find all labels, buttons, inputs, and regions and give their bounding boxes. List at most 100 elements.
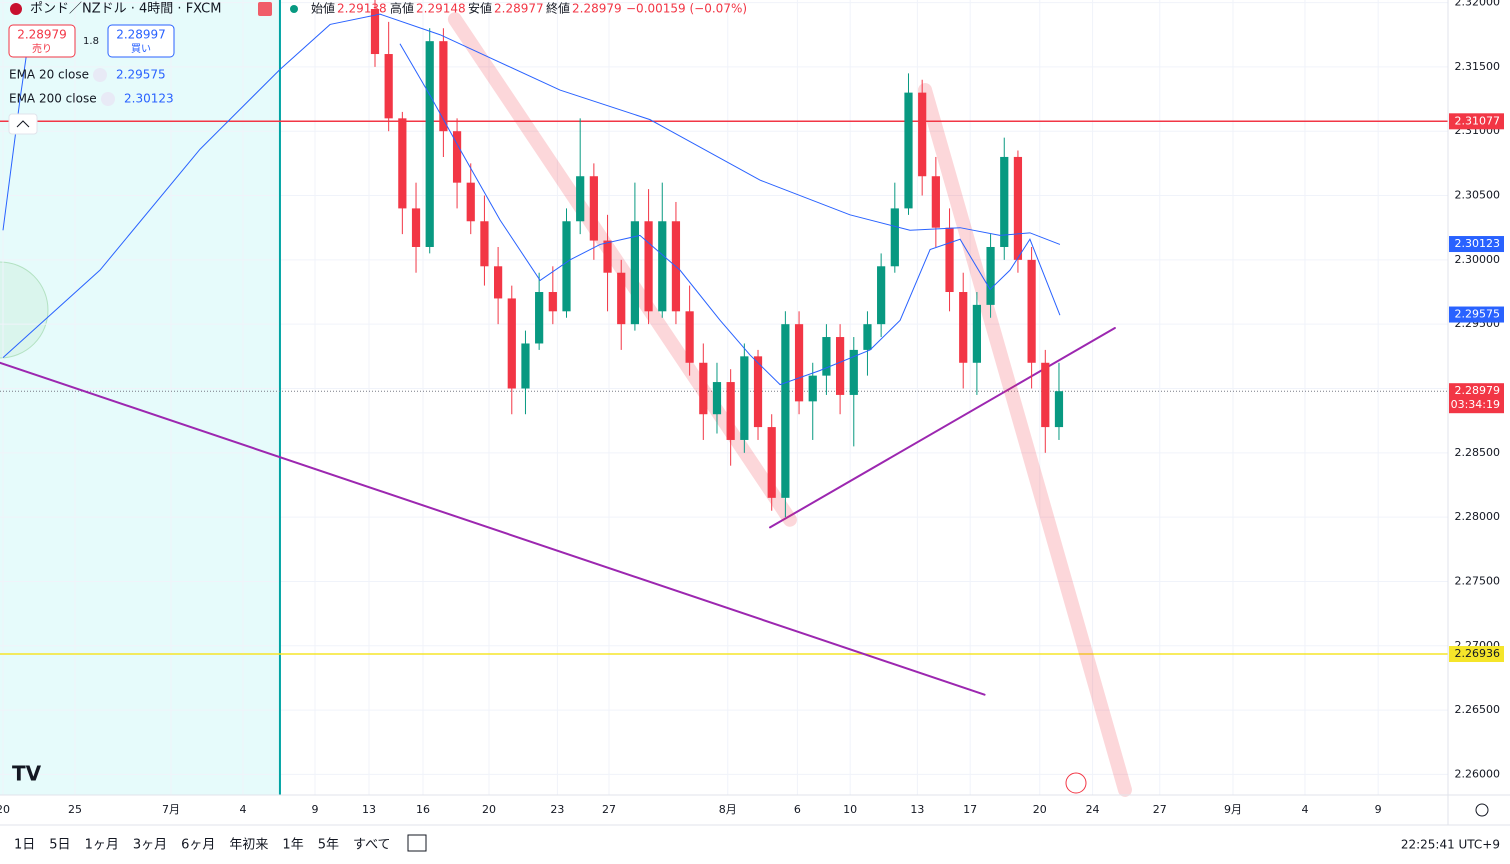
price-label-text: 2.31077 xyxy=(1455,114,1501,127)
price-label xyxy=(1449,383,1504,414)
legend-value: 2.29575 xyxy=(116,68,166,82)
legend-icon[interactable] xyxy=(101,92,115,106)
candle-body xyxy=(548,292,557,312)
y-tick-label: 2.30500 xyxy=(1455,189,1501,202)
ohlc-value: 2.28979 xyxy=(572,2,622,16)
candle-body xyxy=(439,41,448,132)
x-tick-label: 20 xyxy=(0,803,10,816)
x-tick-label: 16 xyxy=(416,803,430,816)
x-tick-label: 20 xyxy=(482,803,496,816)
price-label xyxy=(1449,646,1504,663)
range-button[interactable]: 5年 xyxy=(318,838,339,853)
ohlc-label: 終値 xyxy=(546,1,570,16)
candle-body xyxy=(904,92,913,209)
x-tick-label: 13 xyxy=(362,803,376,816)
x-tick-label: 9 xyxy=(311,803,318,816)
candle-body xyxy=(521,343,530,389)
x-tick-label: 25 xyxy=(68,803,82,816)
price-label xyxy=(1449,113,1504,130)
range-button[interactable]: 5日 xyxy=(49,838,70,853)
ema-line xyxy=(399,43,1061,386)
spread: 1.8 xyxy=(83,36,99,47)
candle-body xyxy=(863,324,872,350)
x-tick-label: 6 xyxy=(794,803,801,816)
clock: 22:25:41 UTC+9 xyxy=(1401,838,1500,852)
range-button[interactable]: 3ヶ月 xyxy=(133,838,167,853)
candle-body xyxy=(972,304,981,363)
y-tick-label: 2.26000 xyxy=(1455,767,1501,780)
price-label-text: 2.26936 xyxy=(1455,647,1501,660)
y-tick-label: 2.28500 xyxy=(1455,446,1501,459)
x-tick-label: 17 xyxy=(963,803,977,816)
x-tick-label: 4 xyxy=(239,803,246,816)
candle-body xyxy=(849,349,858,395)
candle-body xyxy=(535,292,544,344)
ohlc-value: 2.29138 xyxy=(337,2,387,16)
candle-body xyxy=(740,356,749,440)
range-button[interactable]: 6ヶ月 xyxy=(181,838,215,853)
x-tick-label: 9月 xyxy=(1224,803,1242,816)
range-button[interactable]: 1日 xyxy=(14,838,35,853)
trend-line xyxy=(0,361,986,696)
status-dot xyxy=(290,5,298,13)
candle-body xyxy=(617,272,626,325)
ohlc-label: 安値 xyxy=(468,1,492,16)
price-label xyxy=(1449,236,1504,253)
x-tick-label: 8月 xyxy=(719,803,737,816)
candle-body xyxy=(398,118,407,209)
candle-body xyxy=(808,375,817,402)
sell-button[interactable] xyxy=(8,24,76,58)
alert-icon[interactable] xyxy=(258,2,272,16)
candle-body xyxy=(494,266,503,299)
buy-price[interactable]: 2.28997 xyxy=(116,28,166,42)
legend-label: EMA 20 close xyxy=(9,68,89,82)
range-button[interactable]: 1ヶ月 xyxy=(85,838,119,853)
candle-body xyxy=(630,221,640,325)
candle-body xyxy=(794,324,804,402)
candle-body xyxy=(753,356,763,428)
x-tick-label: 9 xyxy=(1375,803,1382,816)
candle-body xyxy=(370,9,380,55)
candle-body xyxy=(603,240,612,273)
date-range-icon[interactable] xyxy=(407,834,427,852)
ohlc-label: 始値 xyxy=(311,1,335,16)
candle-body xyxy=(918,92,927,177)
buy-button[interactable] xyxy=(107,24,175,58)
candle-body xyxy=(835,337,845,395)
x-tick-label: 7月 xyxy=(162,803,180,816)
candle-body xyxy=(877,266,886,325)
symbol: ポンド／NZドル · 4時間 · FXCM xyxy=(30,2,221,17)
trend-line xyxy=(918,83,1132,797)
marker-circle xyxy=(0,261,49,359)
price-label-text: 2.30123 xyxy=(1455,237,1501,250)
candle-body xyxy=(959,292,968,363)
candle-body xyxy=(986,246,995,305)
candle-body xyxy=(1000,156,1009,247)
x-tick-label: 24 xyxy=(1086,803,1100,816)
collapse-button[interactable] xyxy=(8,113,38,135)
ohlc-value: 2.28977 xyxy=(494,2,544,16)
candle-body xyxy=(480,221,489,267)
logo: TV xyxy=(12,762,42,786)
x-tick-label: 10 xyxy=(843,803,857,816)
x-tick-label: 23 xyxy=(550,803,564,816)
legend-icon[interactable] xyxy=(93,68,107,82)
settings-icon[interactable] xyxy=(1475,803,1489,817)
candle-body xyxy=(576,176,585,222)
price-label-text: 2.29575 xyxy=(1455,308,1501,321)
sell-label[interactable]: 売り xyxy=(32,42,52,55)
collapse-icon xyxy=(16,120,30,128)
event-icon[interactable] xyxy=(1065,772,1087,794)
range-button[interactable]: 年初来 xyxy=(229,838,268,853)
sell-price[interactable]: 2.28979 xyxy=(17,28,67,42)
countdown: 03:34:19 xyxy=(1451,398,1500,411)
flag-icon xyxy=(10,3,22,15)
buy-label[interactable]: 買い xyxy=(131,43,151,55)
candle-body xyxy=(1041,362,1050,428)
range-button[interactable]: 1年 xyxy=(282,838,303,853)
candle-body xyxy=(822,337,831,376)
range-button[interactable]: すべて xyxy=(353,838,391,853)
candle-body xyxy=(1054,391,1064,428)
